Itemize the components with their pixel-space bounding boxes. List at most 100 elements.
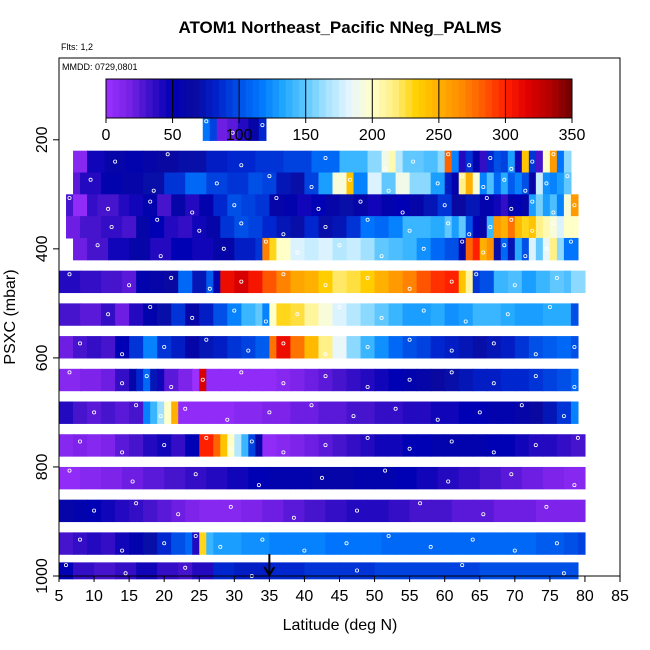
- heatmap-cell: [451, 499, 474, 523]
- heatmap-cell: [332, 216, 348, 239]
- heatmap-cell: [73, 401, 88, 424]
- heatmap-cell: [563, 466, 586, 490]
- heatmap-cell: [269, 303, 277, 326]
- x-tick-label: 45: [331, 588, 349, 605]
- heatmap-cell: [220, 434, 228, 457]
- heatmap-cell: [353, 172, 369, 195]
- data-point-marker: [386, 534, 391, 539]
- heatmap-cell: [500, 150, 509, 174]
- data-point-marker: [239, 163, 244, 168]
- heatmap-cell: [570, 401, 579, 424]
- heatmap-cell: [514, 216, 523, 239]
- y-axis-label: PSXC (mbar): [2, 269, 19, 364]
- data-point-marker: [120, 352, 125, 357]
- data-point-marker: [113, 159, 118, 164]
- heatmap-cell: [304, 401, 320, 424]
- data-point-marker: [530, 159, 535, 164]
- data-point-marker: [561, 414, 566, 419]
- heatmap-cell: [97, 194, 120, 217]
- heatmap-cell: [241, 194, 256, 217]
- heatmap-cell: [248, 270, 263, 294]
- heatmap-cell: [570, 194, 579, 217]
- data-point-marker: [267, 410, 272, 415]
- colorbar-segment: [199, 79, 207, 118]
- data-point-marker: [572, 203, 577, 208]
- heatmap-cell: [339, 562, 376, 580]
- data-point-marker: [491, 381, 496, 386]
- heatmap-cell: [220, 401, 235, 424]
- heatmap-cell: [500, 401, 516, 424]
- heatmap-cell: [472, 270, 481, 294]
- heatmap-cell: [444, 216, 453, 239]
- heatmap-cell: [115, 562, 137, 580]
- heatmap-cell: [73, 237, 88, 261]
- x-tick-label: 55: [401, 588, 419, 605]
- colorbar-segment: [352, 79, 360, 118]
- heatmap-cell: [283, 150, 313, 174]
- heatmap-cell: [472, 368, 488, 392]
- data-point-marker: [365, 435, 370, 440]
- flights-label: Flts: 1,2: [61, 42, 94, 52]
- heatmap-cell: [472, 172, 481, 195]
- data-point-marker: [446, 221, 451, 226]
- heatmap-cell: [255, 303, 263, 326]
- heatmap-cell: [500, 194, 509, 217]
- data-point-marker: [151, 188, 156, 193]
- heatmap-cell: [290, 270, 306, 294]
- heatmap-cell: [542, 303, 558, 326]
- data-point-marker: [411, 159, 416, 164]
- heatmap-cell: [388, 150, 397, 174]
- heatmap-cell: [220, 368, 235, 392]
- colorbar-segment: [458, 79, 466, 118]
- heatmap-cell: [199, 434, 214, 457]
- y-tick-label: 800: [34, 454, 51, 481]
- heatmap-cell: [157, 336, 172, 359]
- heatmap-cell: [143, 401, 151, 424]
- heatmap-cell: [409, 562, 446, 580]
- data-point-marker: [323, 224, 328, 229]
- heatmap-cell: [346, 336, 362, 359]
- heatmap-cell: [73, 434, 88, 457]
- heatmap-cell: [388, 499, 411, 523]
- heatmap-cell: [374, 216, 390, 239]
- data-point-marker: [225, 417, 230, 422]
- heatmap-cell: [486, 172, 495, 195]
- heatmap-cell: [444, 401, 460, 424]
- heatmap-cell: [73, 172, 81, 195]
- heatmap-cell: [346, 237, 362, 261]
- colorbar-segment: [299, 79, 307, 118]
- heatmap-cell: [318, 401, 334, 424]
- data-point-marker: [554, 541, 559, 546]
- heatmap-cell: [374, 401, 390, 424]
- heatmap-cell: [367, 150, 383, 174]
- data-point-marker: [190, 210, 195, 215]
- heatmap-cell: [514, 434, 530, 457]
- heatmap-cell: [101, 303, 116, 326]
- heatmap-cell: [493, 270, 509, 294]
- heatmap-cell: [269, 237, 277, 261]
- data-point-marker: [446, 152, 451, 157]
- data-point-marker: [460, 174, 465, 179]
- heatmap-cell: [101, 434, 116, 457]
- x-tick-label: 30: [225, 588, 243, 605]
- heatmap-cell: [262, 237, 270, 261]
- colorbar-segment: [478, 79, 486, 118]
- data-point-marker: [530, 228, 535, 233]
- heatmap-cell: [262, 499, 284, 523]
- heatmap-cell: [507, 194, 516, 217]
- heatmap-cell: [318, 237, 334, 261]
- data-point-marker: [347, 177, 352, 182]
- heatmap-cell: [437, 194, 453, 217]
- heatmap-cell: [367, 532, 383, 555]
- data-point-marker: [446, 479, 451, 484]
- heatmap-cell: [213, 434, 221, 457]
- heatmap-cell: [402, 237, 418, 261]
- heatmap-cell: [479, 466, 502, 490]
- heatmap-cell: [73, 150, 88, 174]
- heatmap-cell: [374, 562, 411, 580]
- heatmap-cell: [556, 401, 572, 424]
- data-point-marker: [481, 184, 486, 189]
- heatmap-cell: [241, 434, 249, 457]
- data-point-marker: [302, 548, 307, 553]
- heatmap-cell: [500, 466, 523, 490]
